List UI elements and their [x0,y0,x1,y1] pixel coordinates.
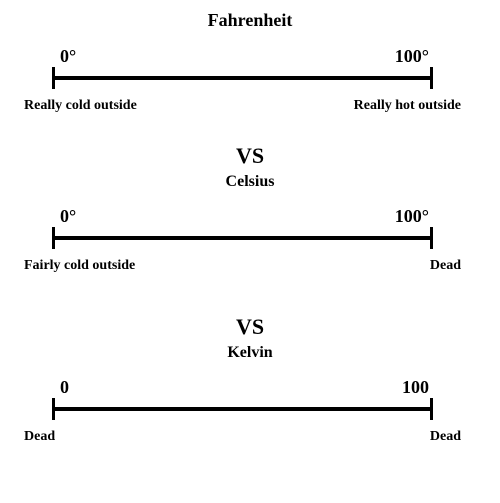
desc-right: Dead [430,258,461,274]
tick-left [52,227,55,249]
scale-line [52,76,433,80]
tick-left [52,67,55,89]
tick-value-left: 0° [60,46,76,67]
vs-separator: VS [0,314,500,340]
desc-right: Really hot outside [354,98,461,114]
tick-value-right: 100° [395,206,429,227]
desc-right: Dead [430,429,461,445]
tick-right [430,227,433,249]
vs-separator: VS [0,143,500,169]
scale-title: Fahrenheit [0,10,500,31]
desc-left: Dead [24,429,55,445]
tick-right [430,67,433,89]
tick-value-right: 100 [402,377,429,398]
scale-title: Celsius [0,173,500,191]
desc-left: Fairly cold outside [24,258,135,274]
tick-value-left: 0 [60,377,69,398]
tick-value-left: 0° [60,206,76,227]
scale-title: Kelvin [0,344,500,362]
tick-left [52,398,55,420]
scale-line [52,407,433,411]
tick-right [430,398,433,420]
tick-value-right: 100° [395,46,429,67]
desc-left: Really cold outside [24,98,137,114]
scale-line [52,236,433,240]
